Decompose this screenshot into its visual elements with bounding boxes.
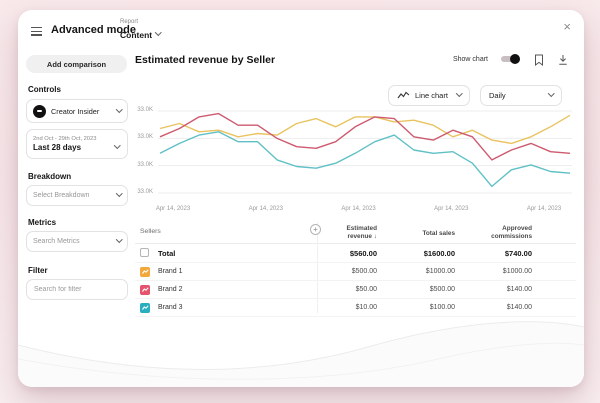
- chevron-down-icon: [547, 90, 554, 97]
- show-chart-toggle[interactable]: [501, 54, 520, 64]
- column-header-total-sales[interactable]: Total sales: [422, 230, 455, 237]
- row-label: Brand 2: [158, 286, 183, 293]
- x-axis-tick: Apr 14, 2023: [155, 206, 191, 212]
- total-approved-commissions: $740.00: [504, 249, 532, 258]
- date-range-value: Last 28 days: [33, 143, 82, 152]
- cell-approved-commissions: $1000.00: [502, 268, 532, 275]
- y-axis-tick: 33.0K: [137, 161, 153, 168]
- bookmark-icon[interactable]: [534, 53, 544, 71]
- report-selector[interactable]: Report Content: [120, 19, 162, 43]
- chevron-down-icon: [113, 142, 120, 149]
- series-line-brand-2: [159, 112, 571, 161]
- chart-title: Estimated revenue by Seller: [135, 54, 276, 66]
- sort-descending-icon: ↓: [373, 233, 377, 240]
- interval-select[interactable]: Daily: [480, 85, 562, 106]
- account-name: Creator Insider: [51, 106, 100, 116]
- breakdown-placeholder: Select Breakdown: [33, 192, 90, 199]
- wave-decoration: [18, 321, 584, 387]
- series-color-checkbox[interactable]: [140, 285, 150, 295]
- cell-estimated-revenue: $10.00: [355, 304, 377, 311]
- y-axis-tick: 33.0K: [137, 107, 153, 113]
- account-select[interactable]: Creator Insider: [26, 99, 128, 123]
- metrics-label: Metrics: [28, 218, 57, 227]
- filter-input[interactable]: [26, 279, 128, 300]
- breakdown-label: Breakdown: [28, 172, 72, 181]
- metrics-select[interactable]: Search Metrics: [26, 231, 128, 252]
- show-chart-label: Show chart: [452, 56, 488, 63]
- chevron-down-icon: [155, 28, 162, 35]
- cell-approved-commissions: $140.00: [506, 304, 532, 311]
- total-total-sales: $1600.00: [423, 249, 455, 258]
- table-header: Sellers Estimated revenue ↓ Total sales …: [135, 222, 576, 244]
- chevron-down-icon: [455, 90, 462, 97]
- total-estimated-revenue: $560.00: [349, 249, 377, 258]
- controls-label: Controls: [28, 85, 61, 94]
- series-color-checkbox[interactable]: [140, 267, 150, 277]
- report-label: Report: [120, 19, 139, 25]
- account-avatar: [33, 104, 46, 118]
- table-row-brand-1[interactable]: Brand 1 $500.00 $1000.00 $1000.00: [135, 263, 576, 281]
- date-range-detail: 2nd Oct - 29th Oct, 2023: [33, 136, 97, 142]
- chevron-down-icon: [115, 105, 122, 113]
- series-color-checkbox[interactable]: [140, 303, 150, 313]
- menu-icon[interactable]: [31, 27, 42, 36]
- cell-estimated-revenue: $500.00: [351, 268, 377, 275]
- cell-approved-commissions: $140.00: [506, 286, 532, 293]
- row-label: Total: [158, 249, 176, 258]
- row-label: Brand 3: [158, 304, 183, 311]
- breakdown-select[interactable]: Select Breakdown: [26, 185, 128, 206]
- y-axis-tick: 33.0K: [137, 189, 153, 195]
- report-value: Content: [120, 30, 153, 40]
- cell-total-sales: $500.00: [429, 286, 455, 293]
- column-header-estimated-revenue[interactable]: Estimated revenue ↓: [346, 225, 377, 240]
- table-row-brand-3[interactable]: Brand 3 $10.00 $100.00 $140.00: [135, 299, 576, 317]
- x-axis-tick: Apr 14, 2023: [341, 206, 376, 212]
- row-label: Brand 1: [158, 268, 183, 275]
- cell-total-sales: $100.00: [429, 304, 455, 311]
- cell-estimated-revenue: $50.00: [355, 286, 377, 293]
- table-row-brand-2[interactable]: Brand 2 $50.00 $500.00 $140.00: [135, 281, 576, 299]
- trend-icon: [141, 287, 149, 292]
- line-chart-icon: [397, 91, 410, 99]
- x-axis-tick: Apr 14, 2023: [526, 206, 562, 212]
- x-axis-tick: Apr 14, 2023: [434, 206, 469, 212]
- revenue-line-chart[interactable]: [158, 105, 572, 200]
- trend-icon: [141, 269, 149, 274]
- chart-type-select[interactable]: Line chart: [388, 85, 470, 106]
- series-line-brand-3: [159, 131, 571, 188]
- analytics-window: Advanced mode Report Content × Add compa…: [18, 10, 584, 387]
- series-line-brand-1: [159, 114, 571, 145]
- column-header-approved-commissions[interactable]: Approved commissions: [491, 225, 532, 240]
- chevron-down-icon: [115, 236, 122, 243]
- add-comparison-button[interactable]: Add comparison: [26, 55, 127, 73]
- metrics-placeholder: Search Metrics: [33, 238, 80, 245]
- chart-type-value: Line chart: [415, 91, 448, 100]
- y-axis-tick: 33.0K: [137, 134, 153, 141]
- column-divider: [317, 222, 318, 313]
- date-range-select[interactable]: 2nd Oct - 29th Oct, 2023 Last 28 days: [26, 129, 128, 159]
- table-row-total[interactable]: Total $560.00 $1600.00 $740.00: [135, 244, 576, 263]
- download-icon[interactable]: [558, 53, 568, 71]
- chevron-down-icon: [115, 190, 122, 197]
- interval-value: Daily: [489, 91, 506, 100]
- add-column-icon[interactable]: +: [310, 224, 321, 235]
- cell-total-sales: $1000.00: [425, 268, 455, 275]
- x-axis-tick: Apr 14, 2023: [248, 206, 283, 212]
- close-icon[interactable]: ×: [563, 19, 571, 34]
- filter-label: Filter: [28, 266, 48, 275]
- select-all-checkbox[interactable]: [140, 248, 149, 257]
- window-title: Advanced mode: [51, 24, 136, 36]
- trend-icon: [141, 305, 149, 310]
- column-header-sellers[interactable]: Sellers: [140, 228, 161, 235]
